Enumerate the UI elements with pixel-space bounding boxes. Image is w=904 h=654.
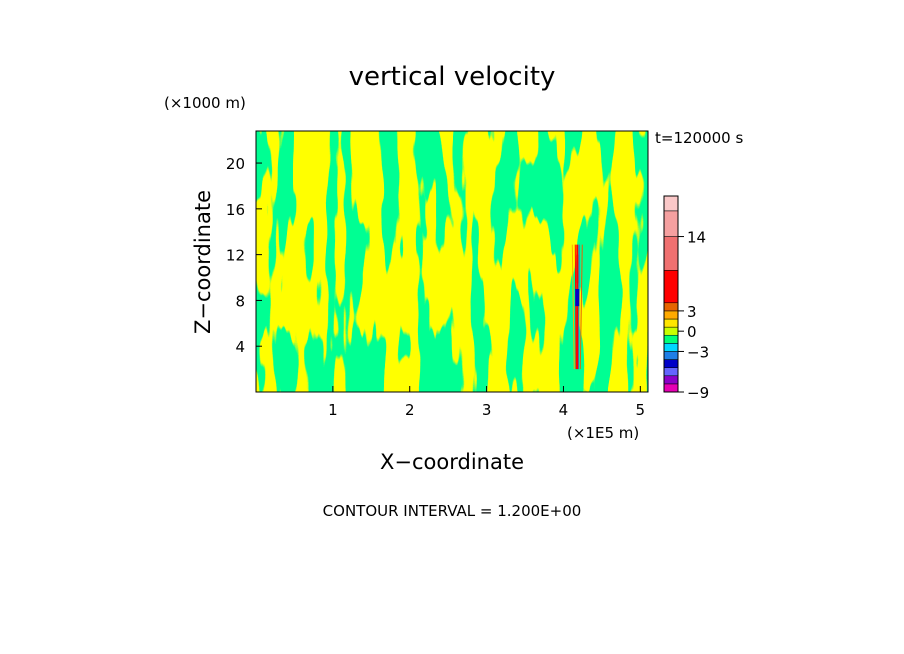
updraft-streak (579, 244, 583, 370)
updraft-core (576, 254, 579, 284)
colorbar-tick-label: 0 (687, 323, 697, 341)
colorbar-band (663, 236, 679, 271)
updraft-streak (577, 244, 580, 370)
updraft-streak (571, 244, 575, 370)
contour-interval-note: CONTOUR INTERVAL = 1.200E+00 (323, 502, 582, 520)
x-tick-label: 5 (636, 401, 646, 419)
updraft-streak (574, 244, 577, 370)
y-tick-label: 12 (226, 247, 245, 265)
colorbar-band (663, 195, 679, 212)
colorbar-band (663, 210, 679, 237)
chart-title: vertical velocity (349, 62, 556, 92)
x-tick-label: 2 (405, 401, 415, 419)
colorbar-band (663, 318, 679, 328)
colorbar-band (663, 270, 679, 304)
updraft-feature (571, 244, 583, 370)
x-unit-label: (×1E5 m) (567, 424, 639, 442)
colorbar: −9 −3 0 3 14 (663, 195, 709, 402)
y-tick-label: 20 (226, 155, 245, 173)
colorbar-frame (663, 195, 679, 393)
y-axis: 4 8 12 16 20 (226, 155, 262, 356)
x-axis-label: X−coordinate (380, 450, 524, 474)
colorbar-tick-label: −9 (687, 384, 709, 402)
colorbar-band (663, 334, 679, 344)
x-tick-label: 3 (482, 401, 492, 419)
colorbar-band (663, 359, 679, 368)
colorbar-band (663, 343, 679, 352)
y-tick-label: 8 (235, 292, 245, 310)
x-tick-label: 4 (559, 401, 569, 419)
y-tick-label: 4 (235, 338, 245, 356)
colorbar-tick-label: 14 (687, 229, 706, 247)
field-streaks (256, 131, 648, 392)
time-label: t=120000 s (655, 129, 743, 147)
colorbar-band (663, 383, 679, 393)
colorbar-tick-label: −3 (687, 343, 709, 361)
plot-frame (255, 130, 649, 393)
x-axis: 1 2 3 4 5 (328, 386, 645, 419)
field-plot (256, 131, 648, 392)
y-unit-label: (×1000 m) (164, 94, 246, 112)
x-tick-label: 1 (328, 401, 338, 419)
colorbar-band (663, 302, 679, 312)
colorbar-band (663, 375, 679, 385)
y-tick-label: 16 (226, 201, 245, 219)
colorbar-band (663, 367, 679, 377)
colorbar-band (663, 326, 679, 336)
colorbar-band (663, 351, 679, 360)
colorbar-band (663, 310, 679, 320)
colorbar-tick-label: 3 (687, 303, 697, 321)
y-axis-label: Z−coordinate (191, 190, 215, 334)
downdraft-core (575, 288, 580, 307)
